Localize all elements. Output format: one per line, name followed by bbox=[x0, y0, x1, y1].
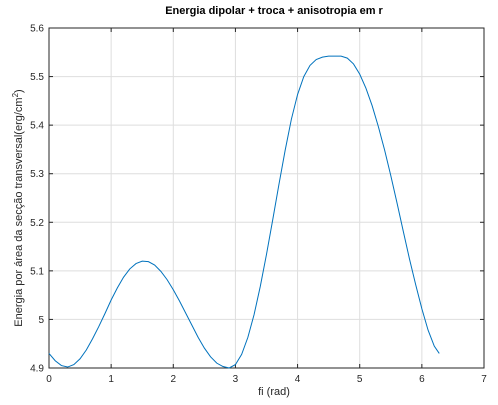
y-tick-label: 5 bbox=[38, 315, 44, 326]
x-tick-label: 0 bbox=[46, 374, 52, 385]
x-axis-label: fi (rad) bbox=[258, 386, 290, 398]
ticks bbox=[48, 27, 485, 369]
y-tick-label: 5.4 bbox=[30, 121, 44, 132]
y-axis-label-main: Energia por área da secção transversal(e… bbox=[13, 97, 25, 326]
x-tick-label: 3 bbox=[233, 374, 239, 385]
x-tick-label: 6 bbox=[419, 374, 425, 385]
y-tick-label: 5.6 bbox=[30, 24, 44, 35]
plot-frame bbox=[48, 27, 485, 369]
chart-title: Energia dipolar + troca + anisotropia em… bbox=[165, 5, 383, 17]
y-tick-label: 5.3 bbox=[30, 169, 44, 180]
x-tick-label: 7 bbox=[481, 374, 487, 385]
y-axis-label-close: ) bbox=[13, 89, 25, 93]
y-axis-label-superscript: 2 bbox=[11, 92, 20, 97]
y-tick-label: 5.5 bbox=[30, 72, 44, 83]
x-tick-label: 4 bbox=[295, 374, 301, 385]
y-tick-label: 4.9 bbox=[30, 364, 44, 375]
x-tick-label: 1 bbox=[108, 374, 114, 385]
y-tick-label: 5.1 bbox=[30, 266, 44, 277]
grid bbox=[48, 27, 485, 369]
x-tick-label: 5 bbox=[357, 374, 363, 385]
series-line bbox=[48, 55, 440, 369]
tick-labels: 0 1 2 3 4 5 6 7 4.9 5 5.1 5.2 5.3 5.4 5.5 5.6 bbox=[30, 24, 487, 386]
y-axis-label: Energia por área da secção transversal(e… bbox=[11, 89, 25, 326]
x-tick-label: 2 bbox=[171, 374, 177, 385]
y-tick-label: 5.2 bbox=[30, 218, 44, 229]
